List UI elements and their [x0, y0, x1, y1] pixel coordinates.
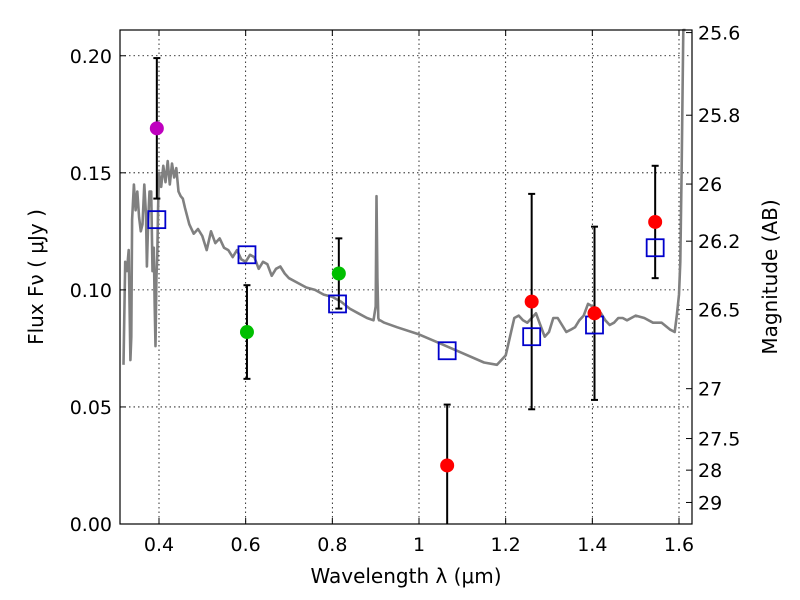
x-tick-label: 1.6: [664, 534, 694, 556]
x-tick-label: 0.8: [317, 534, 347, 556]
observed-point: [440, 458, 455, 473]
y2-axis-label: Magnitude (AB): [758, 199, 782, 354]
observed-point: [648, 214, 663, 229]
plot-frame: [119, 29, 693, 525]
y2-tick-label: 25.8: [698, 105, 740, 127]
y-axis-label: Flux Fν ( μJy ): [24, 209, 48, 345]
y-axis-ticks: 0.00 0.05 0.10 0.15 0.20: [70, 46, 126, 536]
y-tick-label: 0.20: [70, 46, 112, 68]
model-point: [522, 327, 542, 347]
y2-tick-label: 26.2: [698, 231, 740, 253]
x-axis-ticks: 0.4 0.6 0.8 1 1.2 1.4 1.6: [144, 30, 694, 556]
x-tick-label: 0.6: [231, 534, 261, 556]
y-tick-label: 0.05: [70, 397, 112, 419]
x-tick-label: 1.4: [577, 534, 607, 556]
grid-layer: [120, 30, 692, 525]
model-point: [328, 294, 347, 314]
y-tick-label: 0.15: [70, 163, 112, 185]
observed-point-layer: [149, 121, 663, 473]
x-tick-label: 1: [413, 534, 425, 556]
observed-point: [149, 121, 164, 136]
observed-point: [239, 325, 254, 340]
observed-point: [331, 266, 346, 281]
y-tick-label: 0.00: [70, 514, 112, 536]
model-point: [237, 245, 257, 265]
y2-tick-label: 27.5: [698, 429, 740, 451]
model-point: [645, 238, 665, 258]
y2-tick-label: 26: [698, 174, 722, 196]
y2-axis-ticks: 25.6 25.8 26 26.2 26.5 27 27.5 28 29: [686, 23, 740, 514]
y2-tick-label: 26.5: [698, 300, 740, 322]
observed-point: [587, 306, 602, 321]
y2-tick-label: 28: [698, 460, 722, 482]
error-bar-layer: [153, 57, 659, 524]
x-tick-label: 1.2: [491, 534, 521, 556]
observed-point: [524, 294, 539, 309]
model-point: [147, 210, 167, 230]
y2-tick-label: 27: [698, 379, 722, 401]
model-spectrum-layer: [122, 28, 686, 367]
y2-tick-label: 29: [698, 492, 722, 514]
x-axis-label: Wavelength λ (μm): [310, 564, 501, 588]
model-spectrum-line: [122, 28, 686, 367]
x-tick-label: 0.4: [144, 534, 174, 556]
model-point-layer: [147, 210, 665, 361]
model-point: [437, 341, 457, 361]
y2-tick-label: 25.6: [698, 23, 740, 45]
y-tick-label: 0.10: [70, 280, 112, 302]
